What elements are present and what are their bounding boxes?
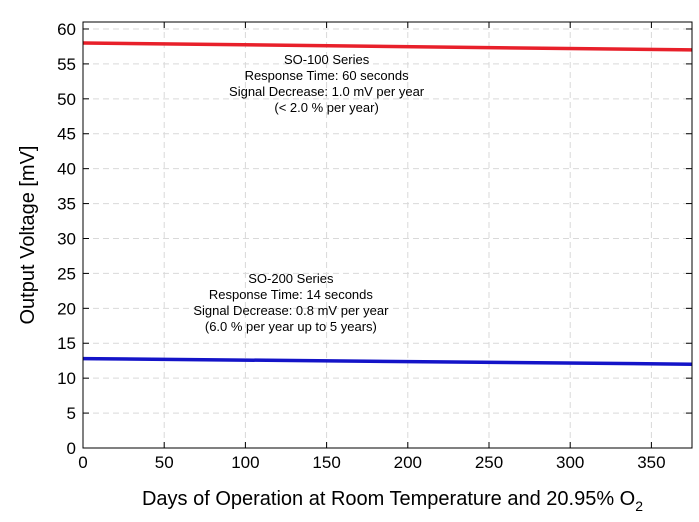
x-axis-title-main: Days of Operation at Room Temperature an… bbox=[142, 488, 635, 510]
series-layer bbox=[82, 41, 693, 366]
y-tick-label: 25 bbox=[57, 264, 76, 283]
x-tick-label: 250 bbox=[475, 453, 503, 472]
y-tick-label: 60 bbox=[57, 20, 76, 39]
annotation-line: SO-200 Series bbox=[248, 271, 334, 286]
y-tick-label: 5 bbox=[67, 404, 76, 423]
y-tick-label: 55 bbox=[57, 55, 76, 74]
annotation-line: (< 2.0 % per year) bbox=[274, 100, 378, 115]
y-tick-label: 50 bbox=[57, 90, 76, 109]
y-tick-label: 40 bbox=[57, 160, 76, 179]
x-tick-label: 200 bbox=[394, 453, 422, 472]
x-axis-title: Days of Operation at Room Temperature an… bbox=[142, 488, 643, 514]
y-tick-label: 45 bbox=[57, 125, 76, 144]
annotation-line: (6.0 % per year up to 5 years) bbox=[205, 319, 377, 334]
annotation-line: SO-100 Series bbox=[284, 52, 370, 67]
x-tick-labels: 0 50 100 150 200 250 300 350 bbox=[78, 453, 665, 472]
y-tick-label: 20 bbox=[57, 299, 76, 318]
annotation-line: Signal Decrease: 0.8 mV per year bbox=[193, 303, 389, 318]
x-tick-label: 300 bbox=[556, 453, 584, 472]
x-tick-label: 350 bbox=[637, 453, 665, 472]
x-axis-title-subscript: 2 bbox=[635, 498, 643, 514]
annotation-line: Response Time: 60 seconds bbox=[245, 68, 410, 83]
y-tick-label: 0 bbox=[67, 439, 76, 458]
y-tick-labels: 0 5 10 15 20 25 30 35 40 45 50 55 60 bbox=[57, 20, 76, 458]
x-tick-label: 0 bbox=[78, 453, 87, 472]
y-tick-label: 10 bbox=[57, 369, 76, 388]
x-tick-label: 50 bbox=[155, 453, 174, 472]
grid bbox=[83, 22, 692, 448]
y-tick-label: 15 bbox=[57, 334, 76, 353]
x-tick-label: 100 bbox=[231, 453, 259, 472]
y-axis-title: Output Voltage [mV] bbox=[17, 146, 39, 325]
y-tick-label: 35 bbox=[57, 195, 76, 214]
series-line bbox=[82, 41, 693, 52]
annotation-line: Signal Decrease: 1.0 mV per year bbox=[229, 84, 425, 99]
series-line bbox=[82, 356, 693, 366]
y-tick-label: 30 bbox=[57, 229, 76, 248]
x-tick-label: 150 bbox=[312, 453, 340, 472]
annotation-line: Response Time: 14 seconds bbox=[209, 287, 374, 302]
ticks bbox=[82, 22, 692, 449]
plot-frame bbox=[82, 21, 693, 449]
